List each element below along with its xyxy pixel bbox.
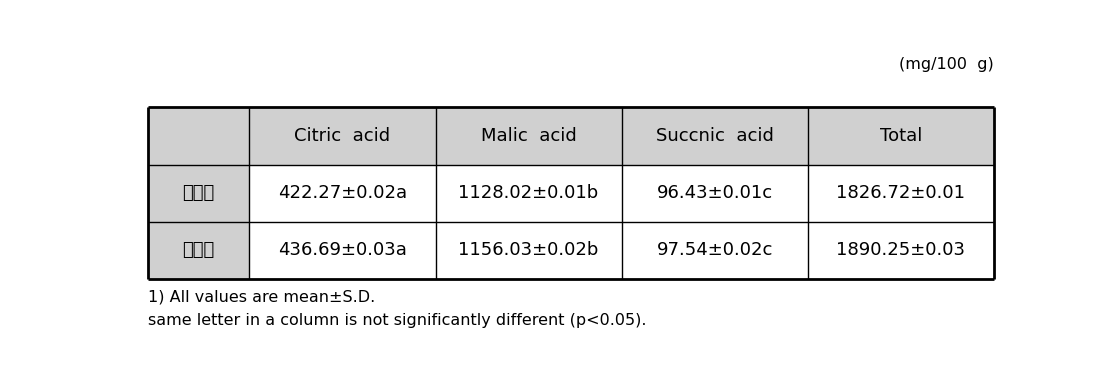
Text: 96.43±0.01c: 96.43±0.01c <box>656 184 773 202</box>
Bar <box>436 107 622 164</box>
Text: 1) All values are mean±S.D.: 1) All values are mean±S.D. <box>148 290 375 305</box>
Text: 1890.25±0.03: 1890.25±0.03 <box>837 241 966 259</box>
Bar <box>808 107 994 164</box>
Bar <box>148 164 250 221</box>
Bar <box>148 221 250 279</box>
Bar <box>622 107 808 164</box>
Text: 436.69±0.03a: 436.69±0.03a <box>278 241 407 259</box>
Text: 1826.72±0.01: 1826.72±0.01 <box>837 184 966 202</box>
Text: 1156.03±0.02b: 1156.03±0.02b <box>459 241 599 259</box>
Text: same letter in a column is not significantly different (p<0.05).: same letter in a column is not significa… <box>148 313 646 328</box>
Bar <box>436 221 622 279</box>
Bar <box>148 107 250 164</box>
Text: 음식물: 음식물 <box>183 184 215 202</box>
Bar <box>622 164 808 221</box>
Bar <box>622 221 808 279</box>
Text: 422.27±0.02a: 422.27±0.02a <box>277 184 407 202</box>
Bar <box>808 164 994 221</box>
Text: (mg/100  g): (mg/100 g) <box>899 57 994 72</box>
Text: 1128.02±0.01b: 1128.02±0.01b <box>459 184 598 202</box>
Bar <box>250 107 436 164</box>
Text: Citric  acid: Citric acid <box>294 127 391 145</box>
Bar <box>250 164 436 221</box>
Bar <box>808 221 994 279</box>
Text: Malic  acid: Malic acid <box>481 127 577 145</box>
Text: Total: Total <box>880 127 922 145</box>
Text: 콩나물: 콩나물 <box>183 241 215 259</box>
Text: Succnic  acid: Succnic acid <box>656 127 774 145</box>
Bar <box>436 164 622 221</box>
Bar <box>250 221 436 279</box>
Text: 97.54±0.02c: 97.54±0.02c <box>656 241 773 259</box>
